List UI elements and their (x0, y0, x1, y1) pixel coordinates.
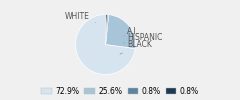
Text: A.I.: A.I. (124, 26, 139, 36)
Text: HISPANIC: HISPANIC (124, 33, 162, 43)
Wedge shape (106, 14, 107, 44)
Wedge shape (106, 14, 109, 44)
Wedge shape (106, 15, 136, 49)
Wedge shape (76, 14, 135, 74)
Text: WHITE: WHITE (65, 12, 96, 23)
Text: BLACK: BLACK (120, 40, 152, 54)
Legend: 72.9%, 25.6%, 0.8%, 0.8%: 72.9%, 25.6%, 0.8%, 0.8% (38, 83, 202, 99)
